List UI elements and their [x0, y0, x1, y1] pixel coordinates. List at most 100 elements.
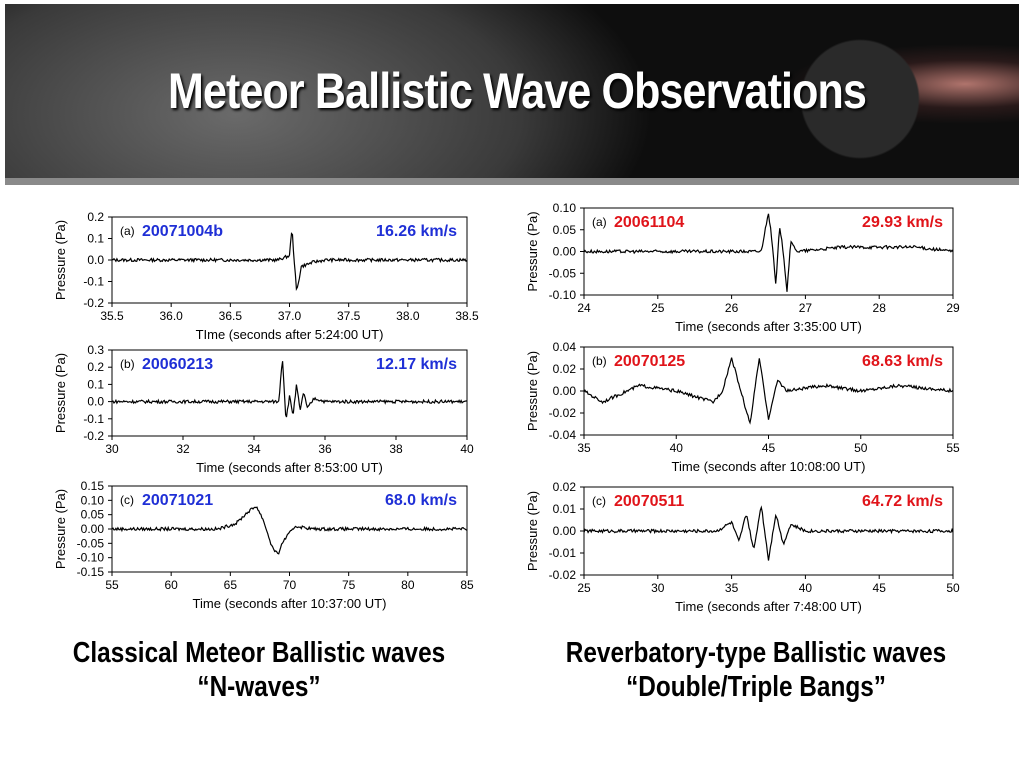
x-tick-label: 35 — [577, 441, 591, 455]
event-id-label: 20070511 — [614, 493, 684, 510]
x-tick-label: 37.5 — [337, 309, 361, 323]
pressure-waveform — [583, 213, 954, 292]
pressure-waveform — [111, 506, 468, 555]
x-tick-label: 34 — [247, 442, 261, 456]
y-tick-label: -0.05 — [549, 266, 577, 280]
x-tick-label: 45 — [762, 441, 776, 455]
x-tick-label: 50 — [946, 581, 960, 595]
panel-letter: (b) — [592, 354, 607, 368]
banner-divider — [5, 178, 1019, 185]
y-axis-label: Pressure (Pa) — [525, 211, 540, 291]
y-tick-label: 0.3 — [87, 343, 104, 357]
y-tick-label: 0.01 — [553, 502, 577, 516]
y-tick-label: 0.05 — [553, 223, 577, 237]
plot-frame — [111, 349, 468, 437]
event-id-label: 20070125 — [614, 353, 685, 370]
x-axis-label: Time (seconds after 8:53:00 UT) — [196, 460, 383, 475]
x-axis-label: TIme (seconds after 5:24:00 UT) — [196, 327, 384, 342]
x-tick-label: 45 — [873, 581, 887, 595]
x-tick-label: 70 — [283, 578, 297, 592]
panel-letter: (c) — [120, 493, 134, 507]
y-tick-label: 0.02 — [553, 362, 577, 376]
y-tick-label: 0.2 — [87, 210, 104, 224]
x-axis-label: Time (seconds after 3:35:00 UT) — [675, 319, 862, 334]
event-id-label: 20061104 — [614, 214, 684, 231]
y-tick-label: -0.15 — [77, 565, 105, 579]
y-tick-label: 0.02 — [553, 480, 577, 494]
y-axis-label: Pressure (Pa) — [53, 220, 68, 300]
y-axis-label: Pressure (Pa) — [525, 351, 540, 431]
x-axis-label: Time (seconds after 10:08:00 UT) — [672, 459, 866, 474]
caption-classical-line1: Classical Meteor Ballistic waves — [72, 637, 446, 669]
x-tick-label: 38.5 — [455, 309, 479, 323]
x-tick-label: 27 — [799, 301, 813, 315]
y-tick-label: -0.1 — [83, 275, 104, 289]
x-tick-label: 55 — [946, 441, 960, 455]
y-tick-label: 0.00 — [553, 384, 577, 398]
x-tick-label: 50 — [854, 441, 868, 455]
y-axis-label: Pressure (Pa) — [525, 491, 540, 571]
x-tick-label: 26 — [725, 301, 739, 315]
x-tick-label: 40 — [460, 442, 474, 456]
caption-reverberatory-line1: Reverbatory-type Ballistic waves — [565, 637, 947, 669]
x-tick-label: 80 — [401, 578, 415, 592]
y-tick-label: -0.04 — [549, 428, 577, 442]
plot-frame — [583, 346, 954, 436]
x-tick-label: 55 — [105, 578, 119, 592]
slide-title: Meteor Ballistic Wave Observations — [167, 63, 867, 119]
y-tick-label: 0.00 — [81, 522, 105, 536]
y-tick-label: 0.15 — [81, 479, 105, 493]
x-tick-label: 38 — [389, 442, 403, 456]
pressure-waveform — [111, 232, 468, 291]
caption-reverberatory: Reverbatory-type Ballistic waves “Double… — [541, 636, 971, 704]
x-tick-label: 60 — [164, 578, 178, 592]
caption-reverberatory-line2: “Double/Triple Bangs” — [626, 671, 886, 703]
x-axis-label: Time (seconds after 7:48:00 UT) — [675, 599, 862, 614]
y-axis-label: Pressure (Pa) — [53, 489, 68, 569]
y-tick-label: 0.2 — [87, 360, 104, 374]
y-tick-label: 0.04 — [553, 340, 577, 354]
y-tick-label: -0.2 — [83, 429, 104, 443]
x-tick-label: 65 — [224, 578, 238, 592]
y-tick-label: 0.00 — [553, 245, 577, 259]
y-tick-label: -0.2 — [83, 296, 104, 310]
pressure-waveform — [583, 505, 954, 561]
x-tick-label: 32 — [176, 442, 190, 456]
y-tick-label: 0.05 — [81, 508, 105, 522]
x-tick-label: 30 — [105, 442, 119, 456]
caption-classical: Classical Meteor Ballistic waves “N-wave… — [44, 636, 474, 704]
speed-label: 68.0 km/s — [385, 492, 457, 509]
panel-letter: (a) — [120, 224, 135, 238]
x-tick-label: 25 — [651, 301, 665, 315]
event-id-label: 20071021 — [142, 492, 213, 509]
speed-label: 64.72 km/s — [862, 493, 943, 510]
x-axis-label: Time (seconds after 10:37:00 UT) — [193, 596, 387, 611]
y-tick-label: 0.10 — [81, 493, 105, 507]
speed-label: 68.63 km/s — [862, 353, 943, 370]
x-tick-label: 35 — [725, 581, 739, 595]
x-tick-label: 37.0 — [278, 309, 302, 323]
y-tick-label: -0.02 — [549, 568, 577, 582]
panel-letter: (a) — [592, 215, 607, 229]
x-tick-label: 36.0 — [159, 309, 183, 323]
y-axis-label: Pressure (Pa) — [53, 353, 68, 433]
event-id-label: 20071004b — [142, 223, 223, 240]
y-tick-label: -0.02 — [549, 406, 577, 420]
y-tick-label: -0.10 — [549, 288, 577, 302]
y-tick-label: 0.0 — [87, 395, 104, 409]
panel-letter: (b) — [120, 357, 135, 371]
title-banner: Meteor Ballistic Wave Observations — [5, 4, 1019, 184]
x-tick-label: 28 — [873, 301, 887, 315]
y-tick-label: 0.1 — [87, 232, 104, 246]
y-tick-label: 0.00 — [553, 524, 577, 538]
x-tick-label: 75 — [342, 578, 356, 592]
x-tick-label: 29 — [946, 301, 960, 315]
pressure-waveform — [111, 361, 468, 418]
x-tick-label: 85 — [460, 578, 474, 592]
x-tick-label: 38.0 — [396, 309, 420, 323]
y-tick-label: 0.1 — [87, 377, 104, 391]
pressure-waveform — [583, 357, 954, 425]
